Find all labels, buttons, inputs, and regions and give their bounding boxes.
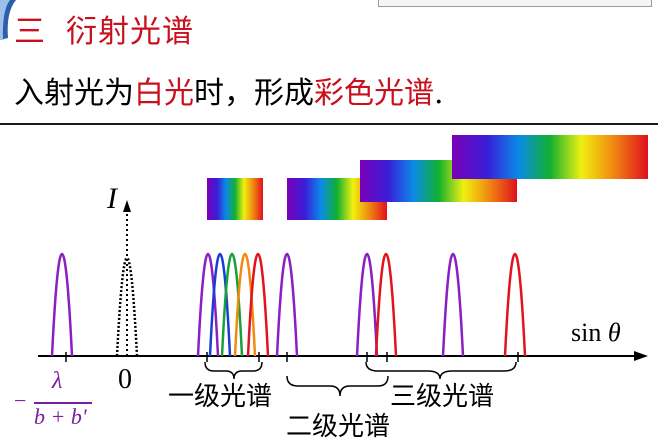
sin-theta-label: sin θ <box>571 318 621 348</box>
peak-1-orange <box>233 253 257 357</box>
subtitle-color-spectrum: 彩色光谱 <box>314 76 434 111</box>
slide-subtitle: 入射光为白光时，形成彩色光谱. <box>14 68 444 112</box>
title-number: 三 <box>14 14 46 50</box>
first-order-spectrum-strip <box>207 178 263 220</box>
fraction-denominator: b + b' <box>34 404 87 429</box>
peak-1-green <box>220 253 244 357</box>
brace-first-order <box>204 361 263 380</box>
peak-2-violet <box>275 253 299 357</box>
peak-3-violet <box>355 253 379 357</box>
central-max-peak <box>115 257 139 357</box>
third-order-spectrum-label: 三级光谱 <box>390 382 495 412</box>
subtitle-pre: 入射光为 <box>14 76 134 111</box>
brace-second-order <box>286 375 389 397</box>
fraction-bar <box>34 402 92 404</box>
title-text: 衍射光谱 <box>66 14 194 50</box>
origin-label: 0 <box>118 364 132 395</box>
third-order-spectrum-strip <box>452 135 648 179</box>
subtitle-white-light: 白光 <box>134 76 194 111</box>
axis-ticks <box>65 352 519 362</box>
peak-1-red <box>246 253 270 357</box>
corner-decoration <box>0 0 16 40</box>
neg-first-order-position-label: − λ b + b' <box>14 368 94 436</box>
second-order-spectrum-label: 二级光谱 <box>286 412 391 442</box>
brace-third-order <box>365 361 517 380</box>
sin-label-text: sin <box>571 318 602 347</box>
peak-1-violet <box>196 253 220 357</box>
top-frame-box <box>378 0 652 7</box>
peak-4-violet <box>441 253 465 357</box>
sin-axis-arrowhead <box>634 351 648 361</box>
diffraction-figure <box>38 135 648 397</box>
subtitle-end: . <box>434 76 444 111</box>
peak-1-blue <box>208 253 232 357</box>
subtitle-mid: 时，形成 <box>194 76 314 111</box>
peak-neg-violet <box>50 253 74 357</box>
first-order-spectrum-label: 一级光谱 <box>168 382 273 412</box>
header-area <box>0 0 658 122</box>
intensity-axis-arrowhead <box>123 200 131 212</box>
intensity-axis-label: I <box>107 182 117 215</box>
fraction-minus: − <box>14 388 27 413</box>
peak-2-red <box>374 253 398 357</box>
peak-3-red <box>503 253 527 357</box>
theta-label: θ <box>607 318 621 347</box>
slide-title: 三衍射光谱 <box>14 6 194 51</box>
fraction-numerator: λ <box>52 368 63 394</box>
divider-line <box>0 123 658 125</box>
